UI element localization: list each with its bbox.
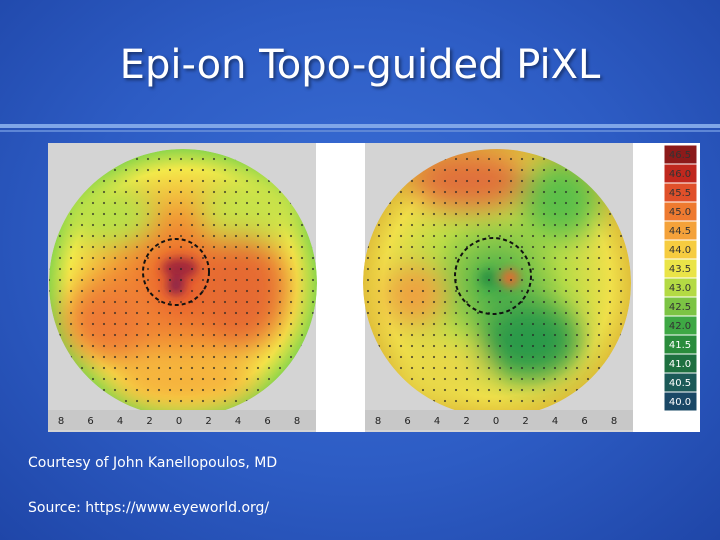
axis-label: 6 bbox=[404, 416, 410, 427]
scale-label: 40.5 bbox=[669, 378, 691, 389]
scale-label: 41.0 bbox=[669, 359, 691, 370]
axis-label: 2 bbox=[205, 416, 211, 427]
scale-cell bbox=[663, 391, 698, 412]
scale-label: 45.0 bbox=[669, 207, 691, 218]
scale-label: 44.5 bbox=[669, 226, 691, 237]
axis-label: 6 bbox=[581, 416, 587, 427]
divider bbox=[0, 130, 720, 132]
right-map bbox=[363, 149, 631, 417]
map-axes: 8 6 4 2 0 2 4 6 8 8 6 4 2 0 2 4 6 8 bbox=[48, 410, 633, 430]
axis-label: 4 bbox=[235, 416, 241, 427]
axis-bar bbox=[48, 410, 316, 430]
divider bbox=[0, 124, 720, 128]
scale-label: 41.5 bbox=[669, 340, 691, 351]
axis-label: 6 bbox=[87, 416, 93, 427]
axis-label: 4 bbox=[117, 416, 123, 427]
axis-label: 8 bbox=[58, 416, 64, 427]
axis-label: 4 bbox=[434, 416, 440, 427]
scale-label: 44.0 bbox=[669, 245, 691, 256]
scale-label: 42.5 bbox=[669, 302, 691, 313]
axis-label: 0 bbox=[176, 416, 182, 427]
axis-label: 8 bbox=[294, 416, 300, 427]
scale-label: 43.0 bbox=[669, 283, 691, 294]
axis-label: 8 bbox=[611, 416, 617, 427]
scale-label: 43.5 bbox=[669, 264, 691, 275]
scale-label: 40.0 bbox=[669, 397, 691, 408]
scale-label: 46.0 bbox=[669, 169, 691, 180]
caption: Courtesy of John Kanellopoulos, MD bbox=[28, 455, 278, 471]
axis-label: 2 bbox=[146, 416, 152, 427]
axis-label: 8 bbox=[375, 416, 381, 427]
axis-label: 2 bbox=[463, 416, 469, 427]
scale-label: 45.5 bbox=[669, 188, 691, 199]
axis-label: 0 bbox=[493, 416, 499, 427]
scale-label: 46.5 bbox=[669, 150, 691, 161]
axis-label: 2 bbox=[522, 416, 528, 427]
axis-label: 6 bbox=[264, 416, 270, 427]
scale-label: 42.0 bbox=[669, 321, 691, 332]
color-scale: 46.5 46.0 45.5 45.0 44.5 44.0 43.5 43.0 42.5 42.0… bbox=[663, 144, 698, 412]
axis-label: 4 bbox=[552, 416, 558, 427]
slide-title: Epi-on Topo-guided PiXL bbox=[119, 42, 601, 88]
left-map bbox=[49, 149, 317, 417]
axis-bar bbox=[365, 410, 633, 430]
caption: Source: https://www.eyeworld.org/ bbox=[28, 500, 270, 516]
